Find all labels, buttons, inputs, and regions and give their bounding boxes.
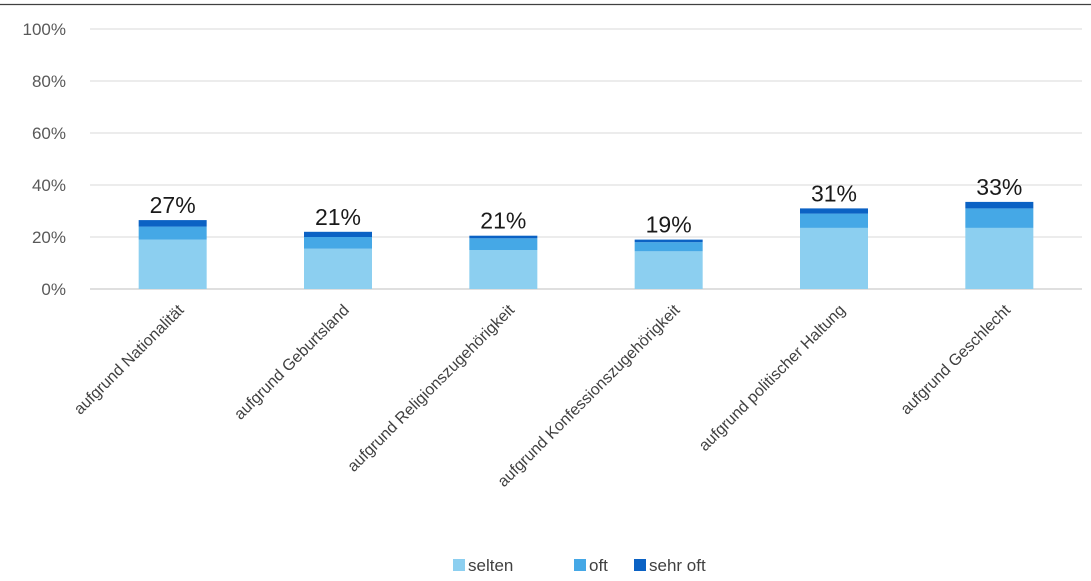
legend-label: selten: [468, 556, 513, 575]
total-label: 33%: [976, 174, 1022, 200]
total-label: 27%: [150, 192, 196, 218]
category-label: aufgrund Konfessionszugehörigkeit: [495, 301, 684, 490]
bar-segment: [965, 201, 1034, 209]
total-label: 21%: [480, 208, 526, 234]
bar-segment: [800, 213, 868, 228]
bar-segment: [800, 208, 868, 214]
legend-label: sehr oft: [649, 556, 706, 575]
y-tick-label: 80%: [32, 72, 66, 91]
y-tick-label: 40%: [32, 176, 66, 195]
y-tick-label: 20%: [32, 228, 66, 247]
legend: selten oft sehr oft: [453, 556, 706, 575]
legend-label: oft: [589, 556, 608, 575]
total-label: 31%: [811, 180, 857, 206]
bar-segment: [965, 227, 1034, 289]
bar-segment: [138, 239, 207, 289]
y-axis-ticks: 0% 20% 40% 60% 80% 100%: [23, 20, 66, 299]
y-tick-label: 0%: [41, 280, 66, 299]
category-label: aufgrund Geburtsland: [231, 302, 352, 423]
bar-segment: [304, 248, 372, 289]
legend-swatch: [634, 559, 646, 571]
bar-segment: [965, 208, 1034, 228]
total-labels: 27% 21% 21% 19% 31% 33%: [150, 174, 1023, 238]
y-tick-label: 60%: [32, 124, 66, 143]
bar-segment: [634, 239, 703, 243]
category-label: aufgrund Geschlecht: [898, 301, 1015, 418]
bar-segment: [469, 235, 538, 239]
bar-segment: [634, 242, 703, 252]
bar-segment: [469, 238, 538, 250]
category-label: aufgrund Nationalität: [71, 301, 188, 418]
y-tick-label: 100%: [23, 20, 66, 39]
bar-segment: [304, 231, 372, 237]
bar-segment: [634, 251, 703, 289]
bar-segment: [304, 237, 372, 249]
category-label: aufgrund politischer Haltung: [696, 302, 849, 455]
bar-segment: [138, 220, 207, 227]
legend-swatch: [453, 559, 465, 571]
bars: [138, 201, 1034, 289]
gridlines: [90, 28, 1082, 290]
bar-segment: [138, 226, 207, 240]
x-axis-categories: aufgrund Nationalität aufgrund Geburtslan…: [71, 301, 1014, 490]
bar-segment: [469, 250, 538, 289]
bar-segment: [800, 227, 868, 289]
category-label: aufgrund Religionszugehörigkeit: [345, 301, 519, 475]
total-label: 19%: [646, 212, 692, 238]
total-label: 21%: [315, 204, 361, 230]
legend-swatch: [574, 559, 586, 571]
